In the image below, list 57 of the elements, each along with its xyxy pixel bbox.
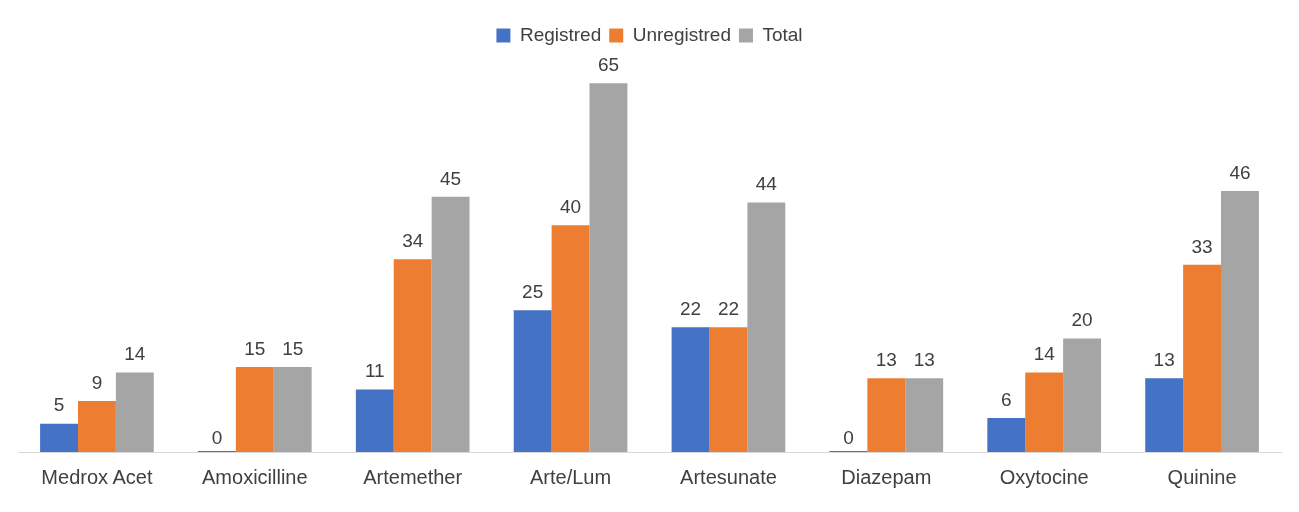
data-label: 11: [364, 360, 385, 382]
bar: [355, 389, 394, 452]
bar: [987, 417, 1026, 452]
bar: [1025, 372, 1064, 452]
bar: [77, 400, 116, 452]
bar: [1221, 191, 1259, 452]
bar: [1063, 338, 1102, 452]
data-label: 25: [522, 280, 544, 302]
data-label: 14: [124, 343, 146, 365]
data-label: 9: [91, 371, 103, 393]
bar: [671, 327, 710, 452]
data-label: 33: [1191, 235, 1213, 257]
bar: [235, 366, 274, 452]
x-tick-label: Amoxicilline: [202, 465, 308, 488]
data-label: 22: [679, 297, 702, 319]
bar: [709, 327, 748, 452]
data-label: 14: [1033, 343, 1056, 365]
bar: [115, 372, 154, 452]
bar: [747, 202, 786, 452]
bar: [393, 259, 432, 452]
data-label: 22: [717, 297, 740, 319]
data-label: 15: [282, 337, 304, 359]
bar: [589, 83, 628, 452]
data-label: 6: [1001, 388, 1012, 410]
data-label: 45: [440, 167, 462, 189]
data-label: 34: [402, 229, 424, 251]
legend-label: Registred: [519, 23, 602, 45]
data-label: 20: [1071, 309, 1093, 331]
bar: [551, 225, 590, 452]
bar: [905, 378, 944, 452]
x-tick-label: Quinine: [1167, 465, 1237, 488]
data-label: 40: [559, 195, 582, 217]
legend-label: Unregistred: [632, 23, 731, 45]
x-tick-label: Medrox Acet: [41, 465, 153, 488]
data-label: 65: [597, 54, 620, 76]
data-label: 13: [1153, 349, 1175, 371]
bar: [1145, 378, 1184, 452]
bar: [1183, 264, 1222, 452]
data-label: 0: [843, 426, 854, 448]
data-label: 13: [875, 349, 897, 371]
x-tick-label: Diazepam: [841, 465, 932, 488]
data-label: 5: [53, 394, 65, 416]
bar: [513, 310, 552, 452]
data-label: 44: [755, 173, 778, 195]
data-label: 46: [1229, 161, 1251, 183]
x-tick-label: Artemether: [363, 465, 463, 488]
data-label: 0: [211, 426, 223, 448]
bar: [273, 366, 312, 452]
x-tick-label: Oxytocine: [999, 465, 1089, 488]
bar: [40, 423, 78, 452]
data-label: 15: [244, 337, 266, 359]
bar: [867, 378, 906, 452]
x-tick-label: Arte/Lum: [529, 465, 612, 488]
bar: [431, 196, 470, 452]
legend-label: Total: [762, 23, 803, 45]
x-tick-label: Artesunate: [680, 465, 777, 488]
data-label: 13: [913, 349, 935, 371]
